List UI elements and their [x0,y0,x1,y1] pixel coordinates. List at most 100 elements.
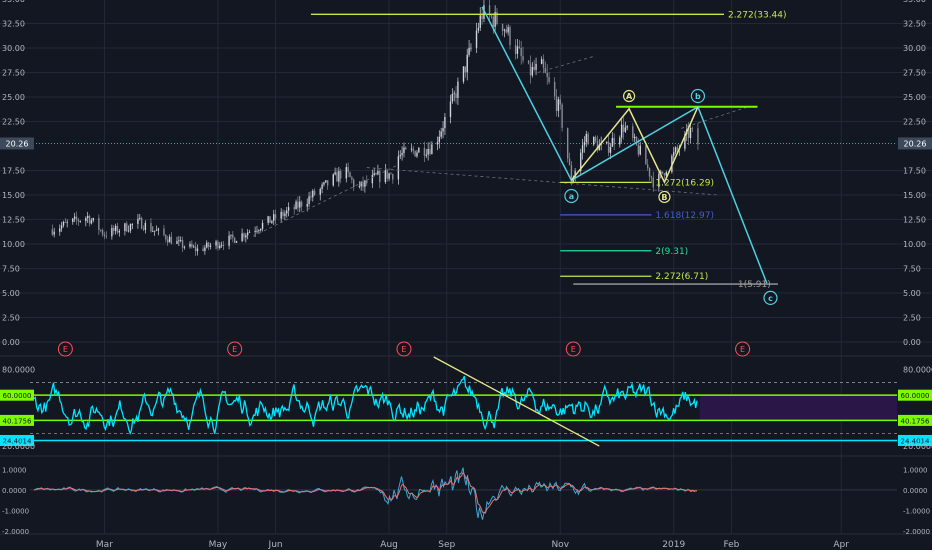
candle-body [481,15,483,19]
wave-label-circle [658,190,671,204]
oscillator-band-fill [699,395,897,421]
candle-body [286,210,288,214]
oscillator-band-tag-text: 60.0000 [901,392,930,400]
candle-body [53,231,55,235]
candle-body [326,180,329,186]
candle-body [222,244,225,246]
candle-body [581,145,584,153]
earnings-marker[interactable] [735,341,751,357]
candle-body [228,235,230,246]
price-panel[interactable]: 2.272(33.44) 1.272(16.29) 1.618(12.97) 2(9.… [30,0,897,357]
price-tick-right: 35.00 [903,0,926,4]
candle-body [635,136,638,145]
candle-body [438,136,441,143]
candle-body [282,211,284,217]
candle-body [684,134,686,149]
price-tick-right: 15.00 [903,191,926,200]
candle-body [260,228,262,231]
candle-body [99,229,102,231]
candle-body [88,215,91,224]
candle-body [650,176,653,178]
time-axis-label: 2019 [662,540,685,550]
oscillator-band-tag-left [0,414,34,426]
oscillator-trendline[interactable] [433,356,600,447]
macd-tick-left: 0.0000 [2,487,27,495]
candle-body [140,218,143,229]
candle-body [256,230,258,232]
earnings-marker[interactable] [565,341,581,357]
candle-body [609,146,612,153]
candle-body [559,99,561,105]
candle-body [118,231,121,233]
candle-body [611,137,614,147]
wave-label-circle [564,188,579,204]
earnings-marker-label: E [740,345,745,354]
macd-tick-right: 1.0000 [903,466,928,474]
wave-line[interactable] [570,106,699,185]
candle-body [196,248,199,252]
candle-body [79,221,81,222]
earnings-marker[interactable] [57,341,73,357]
candle-body [639,145,641,155]
candle-body [440,131,442,137]
earnings-marker[interactable] [227,341,243,357]
dashed-trendline [253,165,397,237]
candle-body [131,223,134,225]
earnings-marker-label: E [232,345,237,354]
candle-body [596,141,599,151]
candle-body [548,77,550,83]
price-tick-left: 0.00 [2,338,20,347]
price-tick-right: 5.00 [903,289,921,298]
earnings-marker-label: E [571,345,576,354]
candle-body [144,222,147,230]
candle-body [645,145,647,165]
candle-body [319,188,321,195]
candle-body [457,81,459,98]
candle-body [248,231,251,233]
candle-body [379,171,381,183]
candle-body [334,172,336,175]
candle-body [626,126,628,128]
candle-body [373,173,375,175]
candle-body [274,214,277,219]
candle-body [509,27,511,46]
candle-body [453,93,455,95]
candle-body [332,174,334,186]
candle-body [189,243,191,247]
candle-body [676,147,679,150]
earnings-marker[interactable] [396,341,412,357]
candle-body [325,180,327,183]
candle-body [392,174,394,180]
candle-body [418,147,420,153]
candle-body [455,93,457,98]
price-tick-left: 5.00 [2,289,20,298]
candle-body [522,56,524,61]
candle-body [273,214,275,221]
candle-body [269,216,271,223]
candle-body [193,246,195,248]
candle-body [72,218,74,222]
candle-body [358,186,361,188]
candle-body [477,27,480,31]
candle-body [137,218,139,224]
price-tick-left: 10.00 [2,240,25,249]
wave-label-text: B [661,193,667,202]
candle-body [66,221,68,223]
candle-body [243,233,245,238]
oscillator-panel[interactable] [30,356,897,447]
candle-body [557,99,560,111]
candle-body [529,63,532,76]
wave-line[interactable] [481,6,768,284]
candle-body [661,171,664,174]
earnings-marker-label: E [401,345,406,354]
macd-panel[interactable] [30,467,897,520]
candle-body [220,244,223,246]
current-price-tag-left [0,137,34,150]
candle-body [583,142,586,146]
price-tick-left: 17.50 [2,167,25,176]
candle-body [127,230,130,232]
candle-body [449,101,452,118]
